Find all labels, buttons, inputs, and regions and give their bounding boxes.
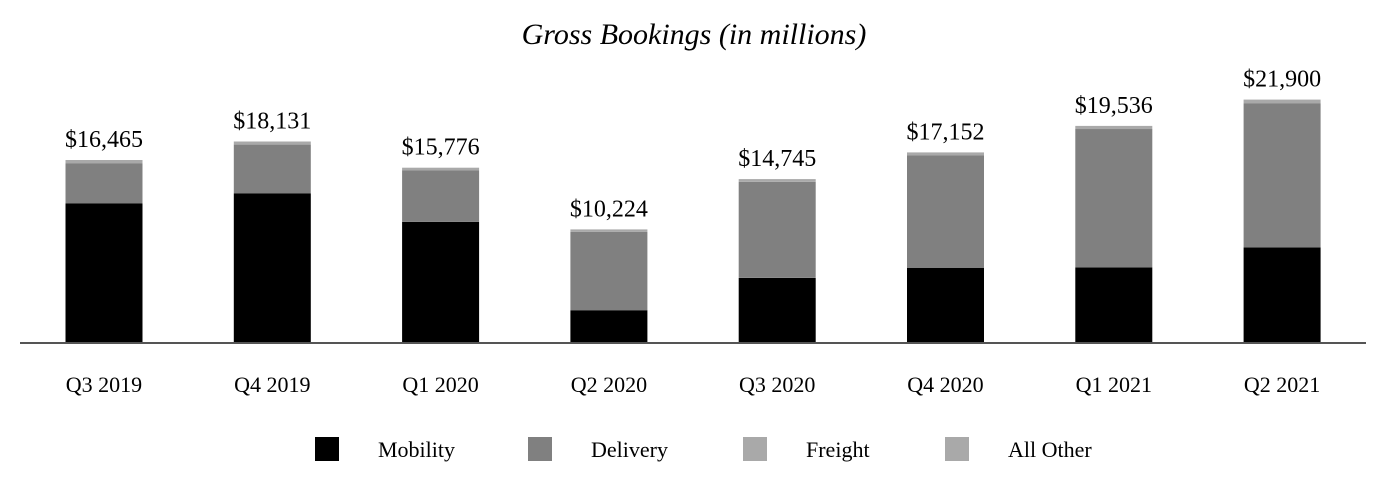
legend: Mobility Delivery Freight All Other [315,437,1092,462]
bar-delivery-q2-2020 [570,231,648,311]
bar-delivery-q1-2020 [402,170,480,222]
bar-freight-q1-2021 [1075,125,1153,130]
bar-freight-q2-2020 [570,229,648,232]
legend-swatch-mobility [315,437,339,461]
bar-delivery-q2-2021 [1243,103,1321,248]
legend-label-delivery: Delivery [591,437,668,462]
bar-freight-q3-2019 [65,160,143,164]
chart-title: Gross Bookings (in millions) [522,18,867,51]
total-label: $21,900 [1243,67,1321,93]
x-tick-label: Q1 2021 [1076,372,1152,397]
bar-freight-q3-2020 [738,179,816,182]
bar-mobility-q2-2021 [1243,247,1321,343]
bar-delivery-q3-2019 [65,163,143,204]
total-label: $16,465 [65,127,143,153]
bar-mobility-q1-2020 [402,221,480,343]
x-tick-label: Q3 2019 [66,372,142,397]
bar-delivery-q1-2021 [1075,129,1153,268]
bar-mobility-q2-2020 [570,310,648,343]
total-label: $19,536 [1075,93,1153,119]
x-tick-label: Q2 2021 [1244,372,1320,397]
x-tick-label: Q1 2020 [402,372,478,397]
bar-delivery-q4-2019 [233,144,311,194]
bar-delivery-q3-2020 [738,181,816,278]
total-label: $15,776 [402,135,480,161]
bar-freight-q1-2020 [402,167,480,171]
total-label: $17,152 [907,119,985,145]
bar-mobility-q4-2020 [907,268,984,343]
bar-freight-q2-2021 [1243,99,1321,104]
x-tick-label: Q2 2020 [571,372,647,397]
bar-freight-q4-2020 [907,152,984,156]
x-tick-labels: Q3 2019 Q4 2019 Q1 2020 Q2 2020 Q3 2020 Q4 20… [66,372,1320,397]
legend-swatch-freight [743,437,767,461]
total-label: $10,224 [570,196,648,222]
bar-freight-q4-2019 [233,141,311,145]
legend-label-mobility: Mobility [378,437,455,462]
x-tick-label: Q4 2019 [234,372,310,397]
total-label: $18,131 [233,109,311,135]
legend-label-freight: Freight [806,437,870,462]
bar-delivery-q4-2020 [907,155,984,268]
bar-mobility-q3-2020 [738,278,816,343]
total-label: $14,745 [738,146,816,172]
legend-swatch-all-other [945,437,969,461]
legend-swatch-delivery [528,437,552,461]
bar-mobility-q1-2021 [1075,267,1153,343]
bar-mobility-q3-2019 [65,203,143,343]
x-tick-label: Q4 2020 [907,372,983,397]
bars-group: $16,465 $18,131 $15,776 $10,224 $14,745 $17,1… [65,67,1321,343]
legend-label-all-other: All Other [1008,437,1092,462]
bar-mobility-q4-2019 [233,193,311,343]
x-tick-label: Q3 2020 [739,372,815,397]
